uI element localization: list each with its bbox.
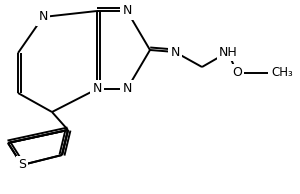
Text: S: S [18, 158, 26, 171]
Text: NH: NH [219, 46, 237, 59]
Text: O: O [232, 67, 242, 80]
Text: N: N [92, 82, 102, 95]
Text: N: N [170, 46, 180, 59]
Text: N: N [122, 82, 132, 95]
Text: N: N [122, 4, 132, 17]
Text: CH₃: CH₃ [271, 67, 293, 80]
Text: N: N [38, 10, 48, 23]
